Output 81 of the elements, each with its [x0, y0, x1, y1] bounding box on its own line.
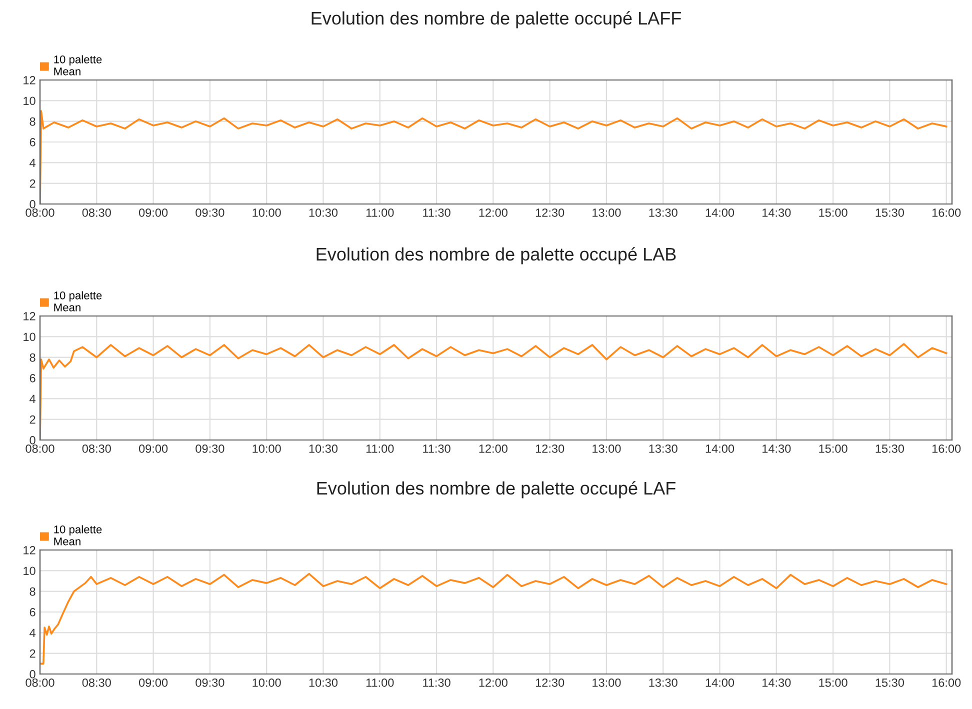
y-tick-label: 4: [30, 158, 36, 167]
chart-title: Evolution des nombre de palette occupé LAFF: [312, 11, 681, 28]
x-tick-label: 12:00: [479, 208, 508, 217]
y-tick-label: 12: [24, 546, 36, 554]
y-tick-label: 2: [30, 179, 36, 188]
x-tick-label: 08:30: [82, 678, 111, 687]
y-tick-label: 2: [30, 415, 36, 424]
x-tick-label: 08:00: [26, 678, 54, 687]
x-tick-label: 15:00: [819, 444, 848, 453]
x-tick-label: 16:00: [932, 208, 961, 217]
x-tick-label: 13:00: [592, 678, 621, 687]
x-tick-label: 10:30: [309, 444, 338, 453]
chart-title: Evolution des nombre de palette occupé LAF: [317, 481, 676, 498]
y-tick-label: 0: [30, 200, 36, 208]
y-tick-label: 8: [30, 117, 36, 126]
y-tick-label: 6: [30, 138, 36, 146]
x-tick-label: 08:00: [26, 444, 54, 453]
x-tick-label: 10:30: [309, 678, 338, 687]
y-tick-label: 6: [30, 608, 36, 616]
x-tick-label: 09:30: [196, 678, 224, 687]
x-tick-label: 09:30: [196, 208, 224, 217]
x-tick-label: 14:30: [762, 208, 791, 217]
chart-title: Evolution des nombre de palette occupé LAB: [316, 247, 676, 264]
x-tick-label: 12:30: [536, 444, 564, 453]
line-series: [40, 110, 948, 204]
y-tick-label: 4: [30, 628, 36, 637]
x-tick-label: 15:00: [819, 208, 848, 217]
legend-label: 10 palette Mean: [54, 55, 102, 76]
x-tick-label: 14:00: [706, 444, 734, 453]
y-tick-label: 4: [30, 394, 36, 403]
line-series: [40, 572, 948, 665]
y-tick-label: 10: [24, 566, 36, 576]
x-tick-label: 10:00: [252, 678, 281, 687]
x-tick-label: 13:00: [592, 444, 621, 453]
x-tick-label: 09:00: [138, 444, 168, 453]
x-tick-label: 14:30: [762, 678, 791, 687]
x-tick-label: 11:00: [366, 678, 394, 687]
y-tick-label: 0: [30, 436, 36, 444]
x-tick-label: 13:30: [649, 678, 678, 687]
x-tick-label: 14:00: [706, 678, 734, 687]
line-series: [40, 342, 948, 440]
x-tick-label: 12:00: [479, 678, 508, 687]
x-tick-label: 15:30: [876, 678, 904, 687]
y-tick-label: 8: [30, 587, 36, 596]
x-tick-label: 15:30: [876, 208, 904, 217]
x-tick-label: 10:00: [252, 208, 281, 217]
x-tick-label: 16:00: [932, 678, 961, 687]
x-tick-label: 11:00: [366, 208, 394, 217]
x-tick-label: 09:30: [196, 444, 224, 453]
x-tick-label: 11:30: [423, 208, 450, 217]
legend-label: 10 palette Mean: [54, 525, 102, 546]
y-tick-label: 6: [30, 374, 36, 382]
y-tick-label: 2: [30, 649, 36, 658]
x-tick-label: 14:00: [706, 208, 734, 217]
x-tick-label: 13:30: [649, 444, 678, 453]
x-tick-label: 11:00: [366, 444, 394, 453]
x-tick-label: 12:00: [479, 444, 508, 453]
x-tick-label: 08:30: [82, 208, 111, 217]
x-tick-label: 10:30: [309, 208, 338, 217]
y-tick-label: 12: [24, 76, 36, 84]
x-tick-label: 09:00: [138, 678, 168, 687]
x-tick-label: 11:30: [423, 678, 450, 687]
x-tick-label: 08:30: [82, 444, 111, 453]
y-tick-label: 0: [30, 670, 36, 678]
x-tick-label: 08:00: [26, 208, 54, 217]
y-tick-label: 12: [24, 312, 36, 320]
legend-label: 10 palette Mean: [54, 291, 102, 312]
x-tick-label: 14:30: [762, 444, 791, 453]
x-tick-label: 13:30: [649, 208, 678, 217]
x-tick-label: 15:30: [876, 444, 904, 453]
y-tick-label: 10: [24, 96, 36, 106]
y-tick-label: 10: [24, 332, 36, 342]
x-tick-label: 13:00: [592, 208, 621, 217]
x-tick-label: 16:00: [932, 444, 961, 453]
x-tick-label: 11:30: [423, 444, 450, 453]
x-tick-label: 10:00: [252, 444, 281, 453]
x-tick-label: 12:30: [536, 208, 564, 217]
y-tick-label: 8: [30, 353, 36, 362]
x-tick-label: 09:00: [138, 208, 168, 217]
x-tick-label: 12:30: [536, 678, 564, 687]
x-tick-label: 15:00: [819, 678, 848, 687]
